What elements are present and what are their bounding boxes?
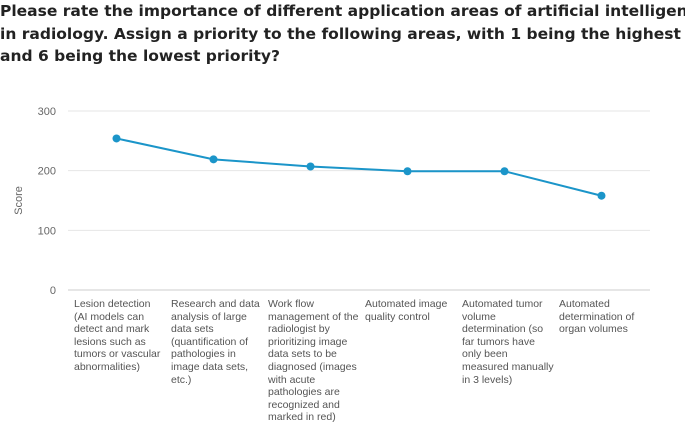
data-point	[500, 167, 509, 176]
title-line-2: in radiology. Assign a priority to the f…	[0, 24, 685, 43]
x-tick-label: Research and data analysis of large data…	[171, 298, 260, 386]
y-tick-label: 300	[38, 106, 56, 118]
chart-title: Please rate the importance of different …	[0, 0, 685, 68]
data-point	[209, 155, 218, 164]
y-axis-ticks: 0 100 200 300	[38, 106, 56, 297]
y-axis-label: Score	[13, 186, 25, 215]
y-tick-label: 200	[38, 166, 56, 178]
title-line-3: and 6 being the lowest priority?	[0, 47, 280, 65]
data-point	[112, 134, 121, 143]
x-tick-label: Automated determination of organ volumes	[559, 298, 635, 336]
series-line	[116, 137, 602, 197]
y-tick-label: 0	[50, 285, 56, 297]
data-point	[306, 162, 315, 171]
title-line-1: Please rate the importance of different …	[0, 2, 685, 20]
x-tick-label: Lesion detection (AI models can detect a…	[74, 298, 161, 373]
series-score	[112, 134, 606, 200]
x-tick-label: Automated tumor volume determination (so…	[462, 298, 554, 386]
gridlines	[68, 110, 650, 291]
data-point	[403, 167, 412, 176]
y-tick-label: 100	[38, 225, 56, 237]
data-point	[597, 191, 606, 200]
x-tick-label: Work flow management of the radiologist …	[268, 298, 359, 424]
x-tick-label: Automated image quality control	[365, 298, 448, 323]
